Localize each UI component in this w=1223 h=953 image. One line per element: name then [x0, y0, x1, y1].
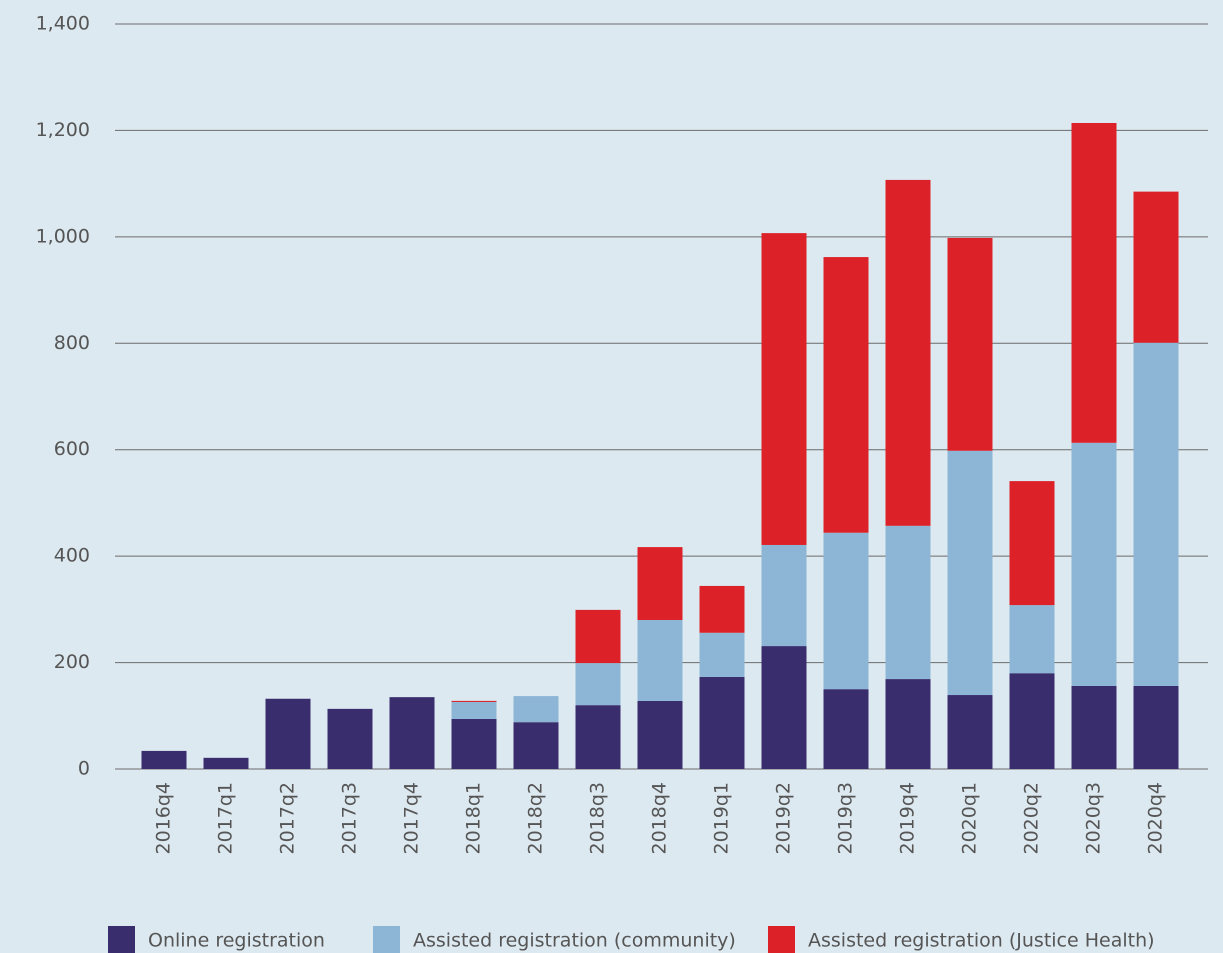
bar-segment [823, 257, 869, 533]
y-tick-label: 0 [78, 758, 90, 780]
legend-label: Assisted registration (Justice Health) [808, 930, 1155, 952]
bar-segment [1009, 481, 1055, 606]
bar-segment [1071, 122, 1117, 443]
bar-segment [1071, 685, 1117, 769]
bar-segment [885, 679, 931, 769]
bar-segment [451, 700, 497, 702]
legend-label: Online registration [148, 930, 325, 952]
bar-segment [947, 450, 993, 696]
x-tick-label: 2018q1 [463, 782, 485, 855]
bar-segment [699, 585, 745, 633]
bar-segment [1009, 673, 1055, 769]
bar-segment [513, 722, 559, 769]
bar-segment [947, 695, 993, 769]
bar-segment [761, 233, 807, 545]
y-tick-label: 400 [54, 545, 90, 567]
y-tick-label: 200 [54, 651, 90, 673]
y-tick-label: 800 [54, 332, 90, 354]
x-tick-label: 2018q2 [525, 782, 547, 855]
bar-segment [389, 697, 435, 769]
x-tick-label: 2020q3 [1083, 782, 1105, 855]
bar-segment [1009, 605, 1055, 674]
y-tick-label: 1,200 [36, 119, 90, 141]
bar-segment [327, 708, 373, 769]
x-tick-label: 2019q3 [835, 782, 857, 855]
x-tick-label: 2018q3 [587, 782, 609, 855]
y-tick-label: 1,000 [36, 225, 90, 247]
bar-segment [1071, 442, 1117, 686]
legend-swatch [373, 926, 400, 953]
legend-swatch [768, 926, 795, 953]
bar-segment [203, 757, 249, 769]
x-tick-label: 2017q2 [277, 782, 299, 855]
bar-segment [947, 237, 993, 451]
bar-segment [513, 696, 559, 723]
legend-swatch [108, 926, 135, 953]
bar-segment [575, 609, 621, 664]
x-tick-label: 2019q4 [897, 782, 919, 855]
x-tick-label: 2016q4 [153, 782, 175, 855]
x-tick-label: 2018q4 [649, 782, 671, 855]
bar-segment [1133, 191, 1179, 343]
bar-segment [885, 179, 931, 526]
y-tick-label: 600 [54, 438, 90, 460]
bar-segment [823, 532, 869, 690]
legend-label: Assisted registration (community) [413, 930, 736, 952]
bar-segment [761, 544, 807, 647]
x-tick-label: 2020q1 [959, 782, 981, 855]
bar-segment [637, 700, 683, 769]
bar-segment [1133, 342, 1179, 686]
bar-segment [141, 750, 187, 769]
bar-segment [637, 620, 683, 701]
x-tick-label: 2019q2 [773, 782, 795, 855]
bar-segment [885, 525, 931, 680]
x-tick-label: 2020q2 [1021, 782, 1043, 855]
bar-segment [823, 689, 869, 769]
bar-segment [451, 701, 497, 719]
bar-segment [699, 632, 745, 677]
bar-segment [451, 718, 497, 769]
bar-segment [575, 663, 621, 706]
x-tick-label: 2019q1 [711, 782, 733, 855]
bar-segment [265, 698, 311, 769]
x-tick-label: 2017q4 [401, 782, 423, 855]
bar-segment [761, 646, 807, 769]
bar-segment [637, 547, 683, 620]
x-tick-label: 2017q3 [339, 782, 361, 855]
bar-segment [575, 705, 621, 769]
bar-segment [699, 676, 745, 769]
x-tick-label: 2017q1 [215, 782, 237, 855]
y-tick-label: 1,400 [36, 13, 90, 35]
x-tick-label: 2020q4 [1145, 782, 1167, 855]
bar-segment [1133, 685, 1179, 769]
